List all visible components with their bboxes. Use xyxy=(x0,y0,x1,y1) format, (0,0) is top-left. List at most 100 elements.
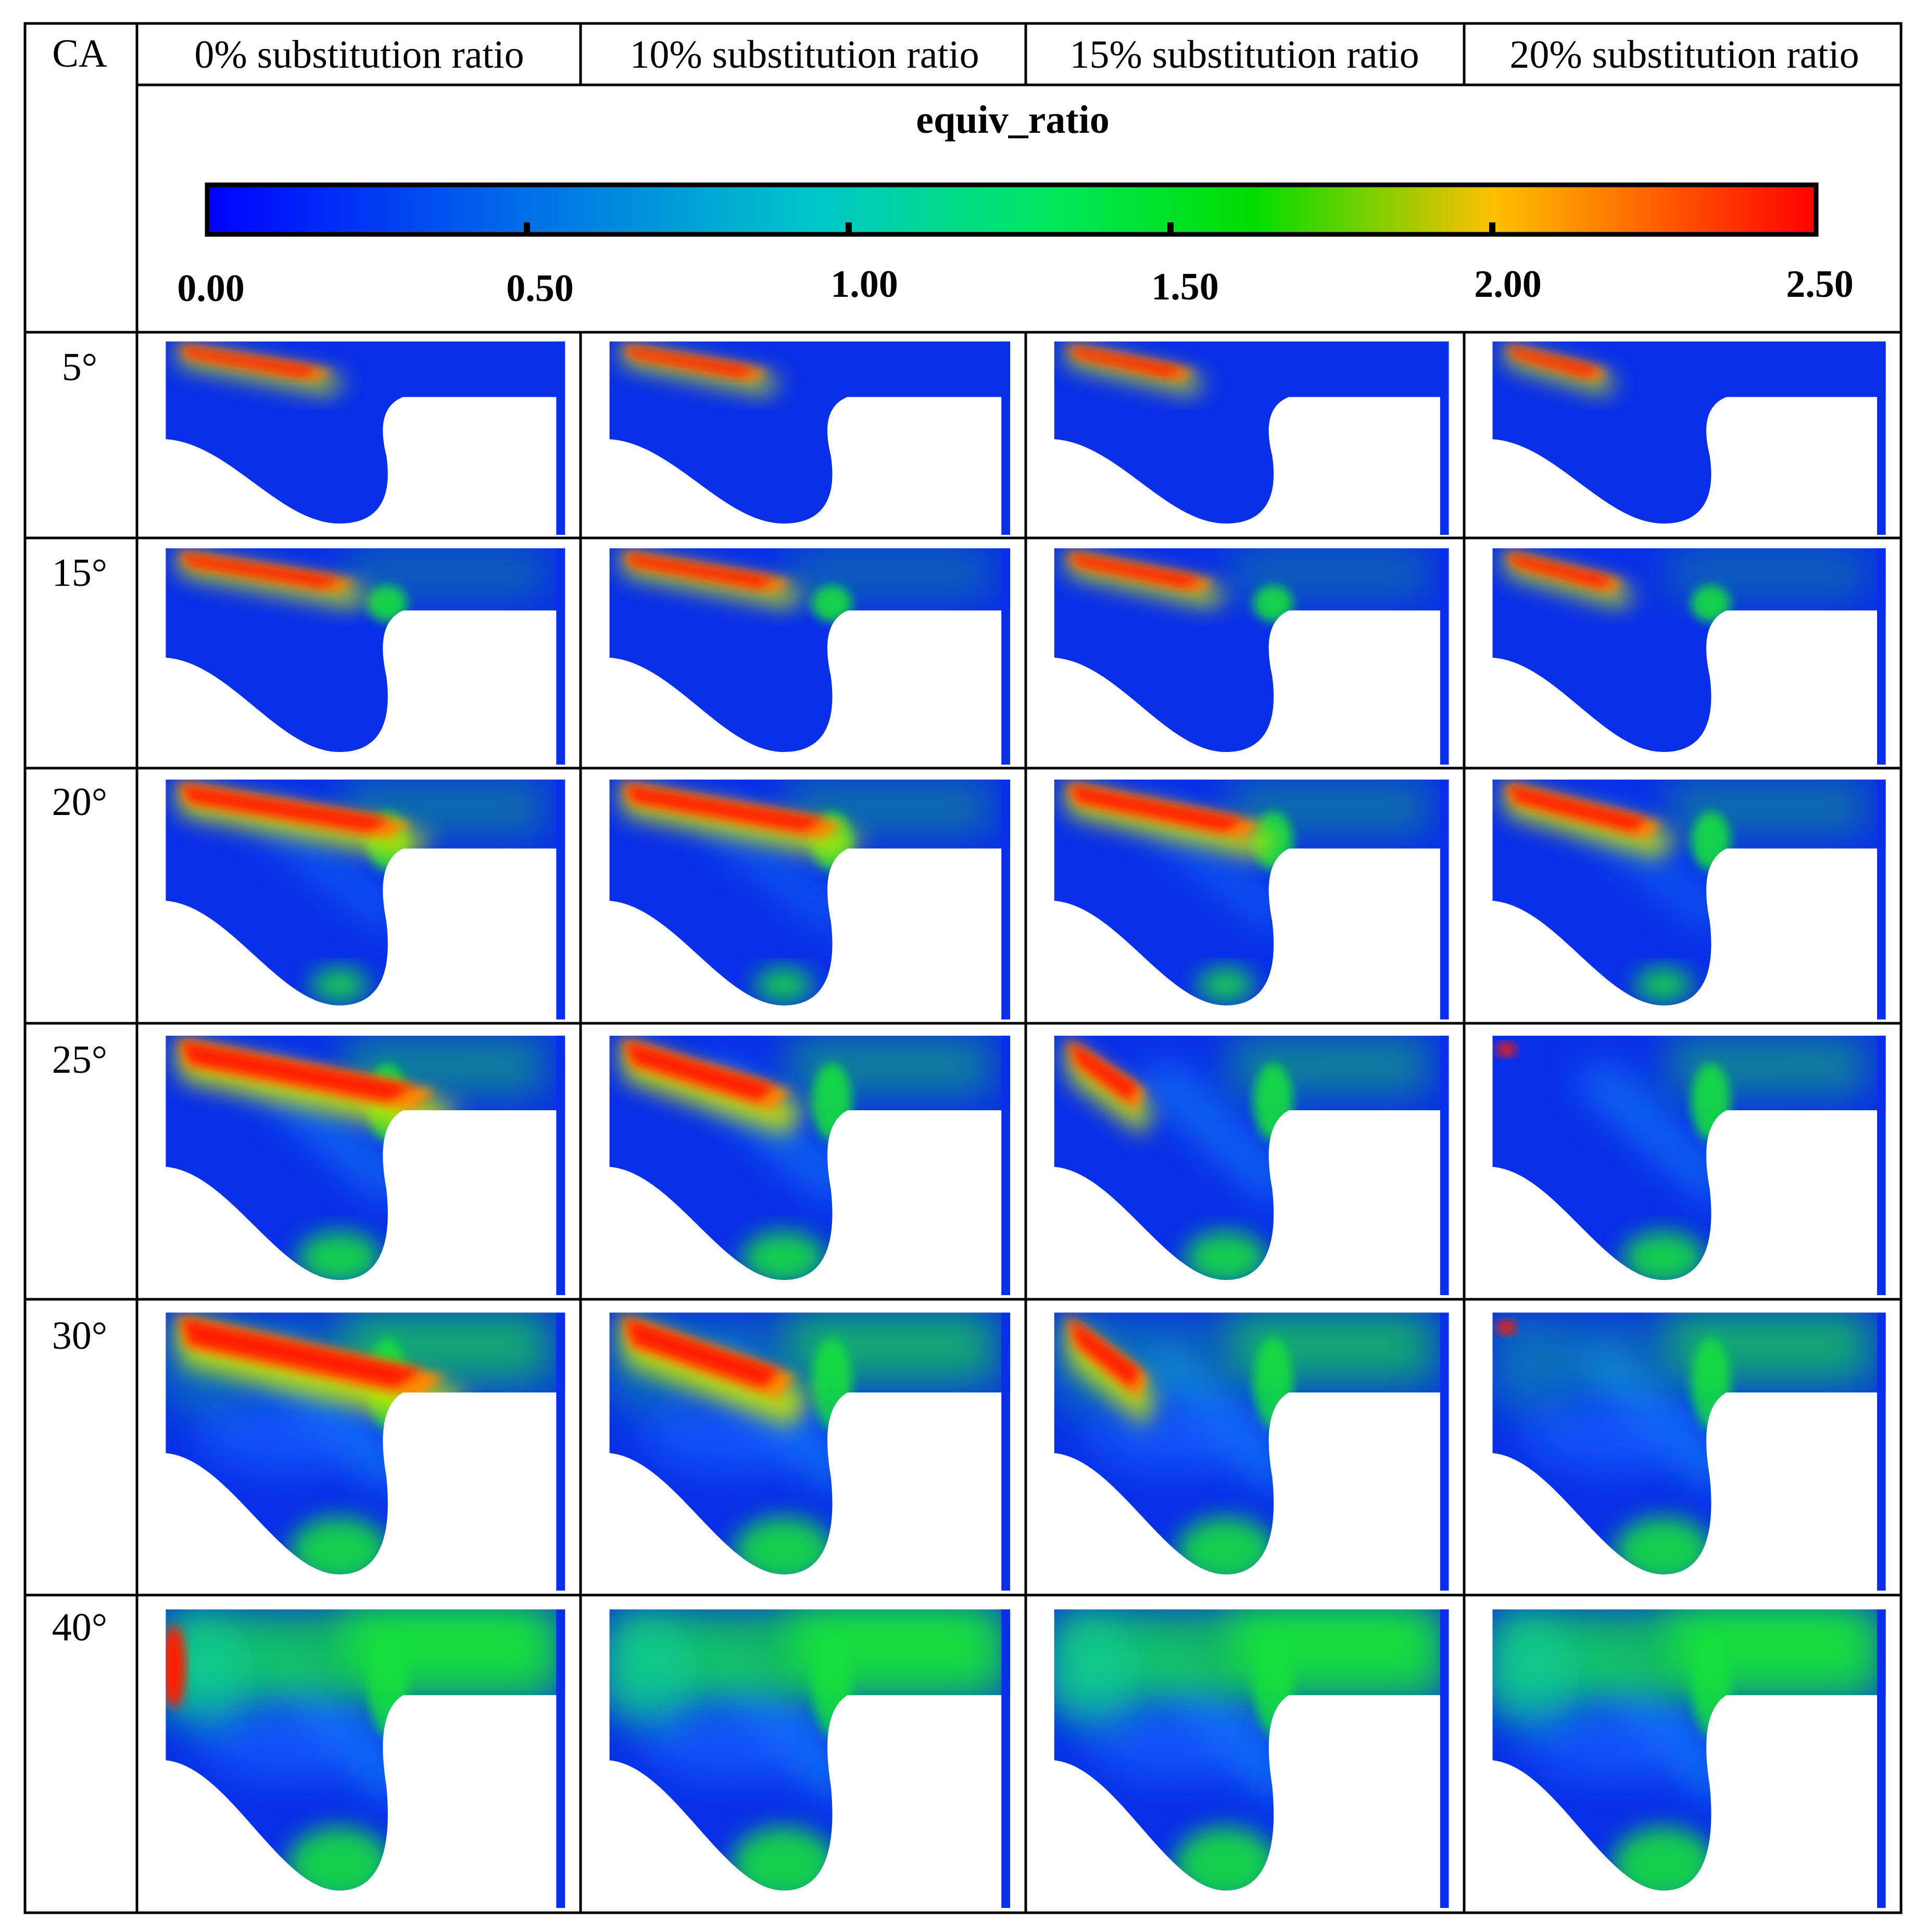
colorbar-tick-marks xyxy=(524,222,1495,236)
mixture-region xyxy=(367,585,408,622)
contour-plot xyxy=(166,1609,565,1908)
colorbar-tick-mark xyxy=(846,222,852,236)
contour-plot xyxy=(1054,341,1449,535)
fuel-plume-core xyxy=(1070,1318,1141,1388)
row-label-5: 5° xyxy=(62,345,97,389)
mixture-region xyxy=(641,1703,818,1779)
mixture-region xyxy=(1492,1318,1579,1425)
cylinder-liner-strip xyxy=(1877,1035,1886,1296)
cylinder-liner-strip xyxy=(556,548,565,765)
cylinder-liner-strip xyxy=(1440,341,1449,535)
cylinder-liner-strip xyxy=(1440,548,1449,765)
contour-plot xyxy=(1054,1035,1449,1296)
cylinder-liner-strip xyxy=(1877,341,1886,535)
contour-field xyxy=(609,1035,1011,1280)
cylinder-liner-strip xyxy=(556,780,565,1020)
mixture-region xyxy=(1177,1517,1275,1575)
contour-plot xyxy=(166,341,565,535)
cylinder-liner-strip xyxy=(556,341,565,535)
contour-field xyxy=(1054,548,1449,752)
contour-plot xyxy=(609,1035,1011,1296)
contour-field xyxy=(609,341,1011,524)
mixture-region xyxy=(1612,1827,1715,1891)
mixture-region xyxy=(812,585,852,622)
colorbar-tick-mark xyxy=(1489,222,1495,236)
mixture-region xyxy=(197,1400,374,1471)
contour-field xyxy=(1054,1312,1449,1575)
cylinder-liner-strip xyxy=(1001,1035,1011,1296)
colorbar-tick-label: 0.50 xyxy=(506,267,574,310)
contour-plot xyxy=(1492,780,1886,1020)
contour-field xyxy=(166,1609,565,1891)
row-label-20: 20° xyxy=(52,780,107,824)
colorbar-tick-label: 1.50 xyxy=(1151,266,1219,308)
mixture-region xyxy=(1691,1063,1731,1141)
cylinder-liner-strip xyxy=(1440,780,1449,1020)
contour-field xyxy=(166,780,565,1006)
mixture-region xyxy=(1524,1400,1697,1471)
contour-field xyxy=(1054,341,1449,524)
row-label-30: 30° xyxy=(52,1314,107,1358)
colorbar-tick-labels: 0.00 0.50 1.00 1.50 2.00 2.50 xyxy=(177,263,1854,310)
fuel-plume-core xyxy=(625,553,778,587)
contour-plot xyxy=(166,1312,565,1591)
mixture-region xyxy=(755,968,813,1002)
mixture-region xyxy=(287,1827,392,1891)
cylinder-liner-strip xyxy=(1001,341,1011,535)
fuel-plume-core xyxy=(625,346,757,377)
contour-field xyxy=(1492,1312,1886,1575)
colorbar xyxy=(205,182,1819,237)
colorbar-tick-mark xyxy=(1167,222,1174,236)
colorbar-tick-label: 2.50 xyxy=(1786,263,1854,306)
fuel-plume-core xyxy=(1496,1320,1516,1335)
contour-field xyxy=(1492,548,1886,752)
mixture-region xyxy=(1615,1517,1713,1575)
column-header-1: 10% substitution ratio xyxy=(630,33,979,77)
mixture-region xyxy=(1571,1063,1736,1201)
table-grid xyxy=(23,22,1903,1914)
cylinder-liner-strip xyxy=(1877,780,1886,1020)
contour-field xyxy=(1492,1609,1886,1891)
fuel-plume-core xyxy=(625,1040,776,1101)
mixture-region xyxy=(1133,1063,1299,1201)
mixture-region xyxy=(732,1827,836,1891)
mixture-region xyxy=(1253,585,1293,622)
fuel-plume-core xyxy=(182,346,320,377)
cylinder-liner-strip xyxy=(1001,548,1011,765)
corner-label: CA xyxy=(52,32,107,76)
mixture-region xyxy=(1198,968,1254,1002)
mixture-region xyxy=(298,1231,381,1280)
contour-field xyxy=(166,1035,565,1280)
row-label-40: 40° xyxy=(52,1605,107,1649)
contour-field xyxy=(609,1609,1011,1891)
row-label-25: 25° xyxy=(52,1038,107,1082)
mixture-region xyxy=(1054,1615,1141,1730)
mixture-region xyxy=(1086,1703,1260,1779)
cylinder-liner-strip xyxy=(556,1035,565,1296)
contour-field xyxy=(609,1312,1011,1575)
fuel-plume-core xyxy=(1508,346,1599,377)
cylinder-liner-strip xyxy=(1877,548,1886,765)
contour-plot xyxy=(166,1035,565,1296)
contour-field xyxy=(1054,780,1449,1006)
colorbar-title: equiv_ratio xyxy=(916,98,1110,142)
contour-field xyxy=(1492,780,1886,1006)
mixture-region xyxy=(742,1231,826,1280)
contour-plot xyxy=(1492,1312,1886,1591)
contour-plot xyxy=(609,780,1011,1020)
mixture-region xyxy=(197,1703,374,1779)
mixture-region xyxy=(1086,1400,1260,1471)
mixture-region xyxy=(1635,968,1692,1002)
cylinder-liner-strip xyxy=(1440,1035,1449,1296)
contour-plot xyxy=(1492,341,1886,535)
contour-field xyxy=(166,341,565,524)
column-header-3: 20% substitution ratio xyxy=(1509,33,1859,77)
contour-field xyxy=(166,1312,565,1575)
contour-plot xyxy=(1492,1035,1886,1296)
fuel-plume-core xyxy=(182,1318,423,1388)
cylinder-liner-strip xyxy=(1440,1609,1449,1908)
mixture-region xyxy=(1253,1063,1293,1141)
contour-plot xyxy=(609,548,1011,765)
fuel-plume-core xyxy=(182,553,342,587)
cylinder-liner-strip xyxy=(556,1312,565,1591)
